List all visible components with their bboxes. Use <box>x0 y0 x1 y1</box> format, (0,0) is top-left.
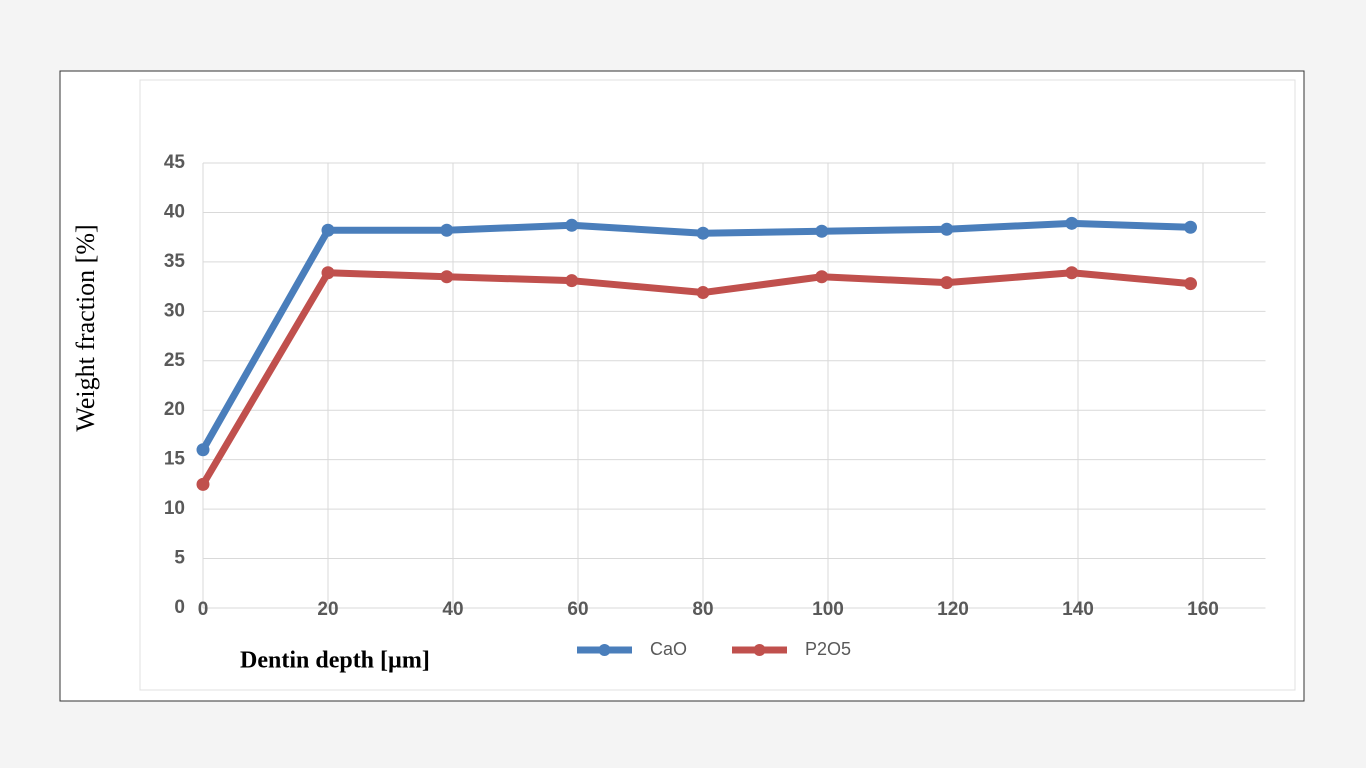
y-tick-label: 30 <box>164 300 185 321</box>
data-point <box>1184 277 1197 291</box>
y-tick-label: 0 <box>174 597 185 618</box>
data-point <box>696 226 710 240</box>
data-point <box>440 223 454 237</box>
x-axis-label: Dentin depth [µm] <box>240 648 430 674</box>
y-tick-label: 40 <box>164 201 185 222</box>
data-point <box>196 477 210 491</box>
legend-marker <box>753 644 766 656</box>
y-tick-label: 20 <box>164 399 185 420</box>
x-tick-label: 40 <box>442 599 463 620</box>
data-point <box>815 270 829 284</box>
y-tick-label: 15 <box>164 449 186 470</box>
x-tick-label: 120 <box>937 599 969 620</box>
x-tick-label: 60 <box>567 599 588 620</box>
y-axis-label: Weight fraction [%] <box>71 224 100 431</box>
y-tick-label: 10 <box>164 498 185 519</box>
x-tick-label: 140 <box>1062 599 1094 620</box>
y-tick-label: 35 <box>164 251 186 272</box>
data-point <box>565 274 579 288</box>
data-point <box>321 223 335 237</box>
y-tick-label: 25 <box>164 350 186 371</box>
legend-label: P2O5 <box>805 639 851 659</box>
data-point <box>815 224 829 238</box>
legend-label: CaO <box>650 639 687 659</box>
data-point <box>565 218 579 232</box>
x-tick-label: 0 <box>198 599 209 620</box>
x-tick-label: 80 <box>692 599 713 620</box>
x-tick-label: 160 <box>1187 599 1219 620</box>
data-point <box>196 443 210 457</box>
y-tick-label: 45 <box>164 152 186 173</box>
data-point <box>440 270 454 284</box>
x-tick-label: 100 <box>812 599 844 620</box>
data-point <box>940 276 954 290</box>
data-point <box>1184 220 1197 234</box>
data-point <box>321 266 335 280</box>
data-point <box>940 222 954 236</box>
x-tick-label: 20 <box>317 599 338 620</box>
chart-frame <box>59 70 1305 702</box>
data-point <box>1065 266 1079 280</box>
data-point <box>1065 216 1079 230</box>
y-tick-label: 5 <box>174 548 185 569</box>
legend-marker <box>598 644 611 656</box>
plot-frame <box>139 79 1296 691</box>
data-point <box>696 286 710 300</box>
